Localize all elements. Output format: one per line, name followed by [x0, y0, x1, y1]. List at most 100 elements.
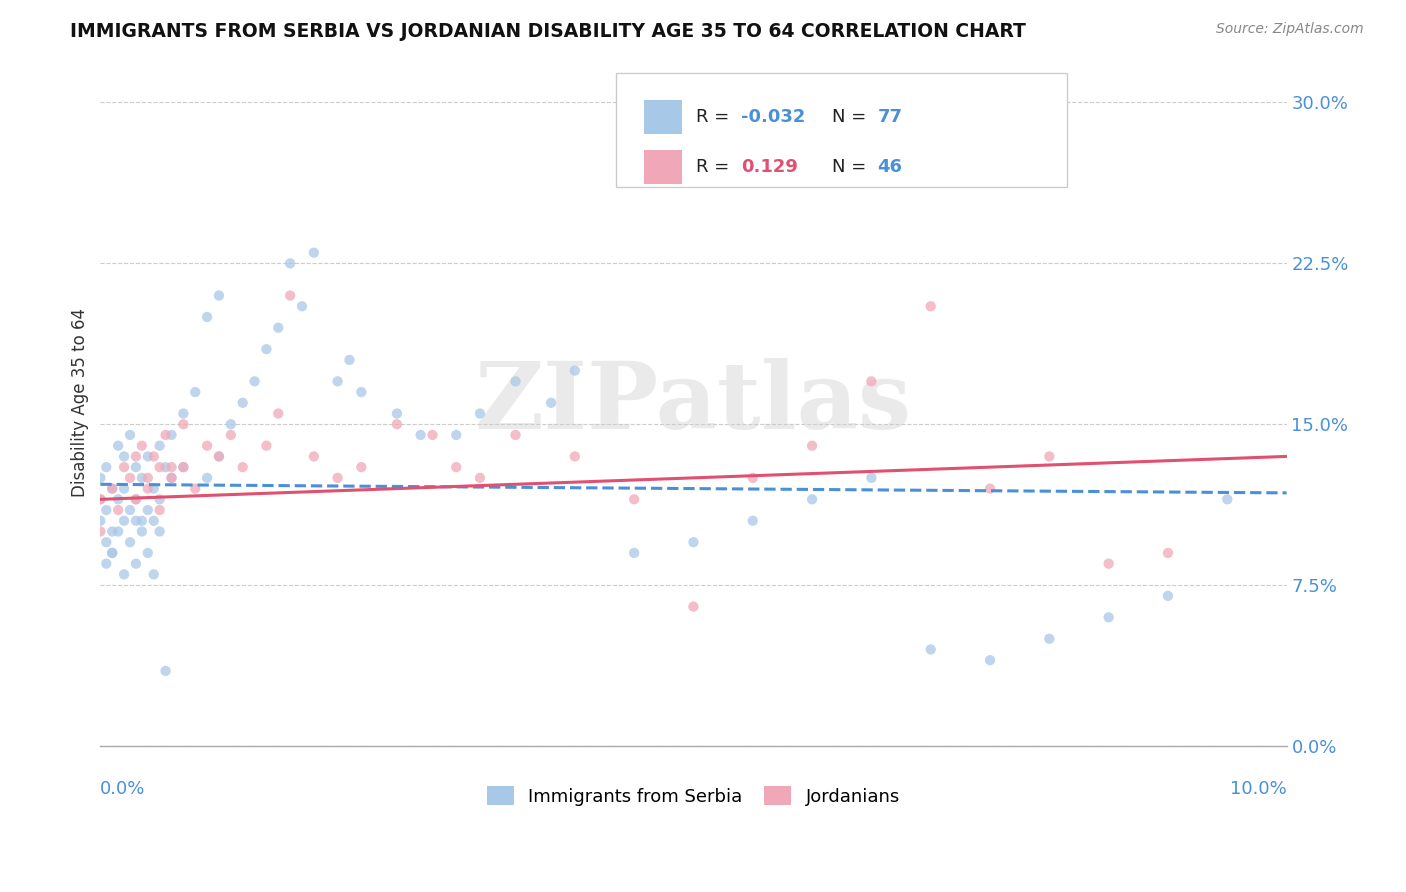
- Point: [243, 375, 266, 389]
- Point: [89, 514, 111, 528]
- Text: N =: N =: [832, 158, 872, 177]
- Point: [149, 439, 172, 453]
- Point: [160, 428, 183, 442]
- Point: [136, 503, 159, 517]
- Point: [302, 450, 325, 464]
- Point: [112, 460, 135, 475]
- Point: [979, 653, 1001, 667]
- Point: [219, 428, 242, 442]
- Point: [89, 524, 111, 539]
- Point: [1216, 492, 1239, 507]
- Point: [149, 460, 172, 475]
- Point: [741, 471, 763, 485]
- Point: [149, 492, 172, 507]
- Point: [131, 471, 153, 485]
- Point: [278, 288, 301, 302]
- Point: [118, 428, 141, 442]
- Point: [979, 482, 1001, 496]
- Point: [1098, 610, 1121, 624]
- Point: [89, 471, 111, 485]
- Point: [801, 492, 824, 507]
- Text: 0.0%: 0.0%: [100, 780, 146, 798]
- Legend: Immigrants from Serbia, Jordanians: Immigrants from Serbia, Jordanians: [486, 786, 900, 805]
- Point: [385, 417, 408, 432]
- Text: 0.129: 0.129: [741, 158, 797, 177]
- Point: [125, 460, 148, 475]
- Point: [101, 482, 124, 496]
- Point: [232, 396, 254, 410]
- Point: [444, 428, 467, 442]
- Point: [112, 514, 135, 528]
- Point: [1098, 557, 1121, 571]
- Point: [623, 546, 645, 560]
- Point: [89, 492, 111, 507]
- Point: [422, 428, 444, 442]
- Text: 77: 77: [877, 108, 903, 126]
- Point: [409, 428, 432, 442]
- Point: [208, 450, 231, 464]
- FancyBboxPatch shape: [616, 73, 1067, 186]
- Point: [1157, 546, 1180, 560]
- Point: [184, 482, 207, 496]
- Point: [142, 567, 165, 582]
- Point: [136, 471, 159, 485]
- Point: [623, 492, 645, 507]
- Point: [350, 385, 373, 400]
- Text: IMMIGRANTS FROM SERBIA VS JORDANIAN DISABILITY AGE 35 TO 64 CORRELATION CHART: IMMIGRANTS FROM SERBIA VS JORDANIAN DISA…: [70, 22, 1026, 41]
- Point: [107, 492, 129, 507]
- Point: [1038, 632, 1060, 646]
- Point: [131, 439, 153, 453]
- Point: [505, 375, 527, 389]
- Point: [142, 514, 165, 528]
- Point: [112, 567, 135, 582]
- Point: [254, 342, 277, 356]
- Point: [101, 546, 124, 560]
- Point: [125, 450, 148, 464]
- Point: [291, 299, 314, 313]
- Point: [118, 535, 141, 549]
- Point: [172, 460, 194, 475]
- Point: [142, 450, 165, 464]
- Text: -0.032: -0.032: [741, 108, 806, 126]
- Point: [278, 256, 301, 270]
- Point: [136, 482, 159, 496]
- Point: [350, 460, 373, 475]
- Point: [107, 503, 129, 517]
- Point: [96, 460, 118, 475]
- Point: [564, 450, 586, 464]
- Point: [125, 492, 148, 507]
- Y-axis label: Disability Age 35 to 64: Disability Age 35 to 64: [72, 309, 89, 498]
- Point: [741, 514, 763, 528]
- Point: [155, 460, 177, 475]
- Point: [195, 471, 218, 485]
- Point: [208, 450, 231, 464]
- Point: [468, 407, 491, 421]
- Point: [326, 375, 349, 389]
- Point: [125, 557, 148, 571]
- Text: 46: 46: [877, 158, 903, 177]
- Point: [131, 524, 153, 539]
- Point: [112, 450, 135, 464]
- Point: [267, 320, 290, 334]
- Point: [254, 439, 277, 453]
- Point: [195, 310, 218, 324]
- Text: N =: N =: [832, 108, 872, 126]
- Point: [505, 428, 527, 442]
- Point: [136, 450, 159, 464]
- Point: [125, 514, 148, 528]
- Point: [184, 385, 207, 400]
- Point: [155, 664, 177, 678]
- Point: [920, 642, 942, 657]
- Point: [195, 439, 218, 453]
- Point: [339, 352, 361, 367]
- Point: [208, 288, 231, 302]
- Point: [101, 524, 124, 539]
- Point: [96, 535, 118, 549]
- Point: [540, 396, 562, 410]
- Point: [920, 299, 942, 313]
- Text: R =: R =: [696, 108, 735, 126]
- Point: [385, 407, 408, 421]
- Point: [131, 514, 153, 528]
- FancyBboxPatch shape: [644, 150, 682, 185]
- FancyBboxPatch shape: [644, 100, 682, 135]
